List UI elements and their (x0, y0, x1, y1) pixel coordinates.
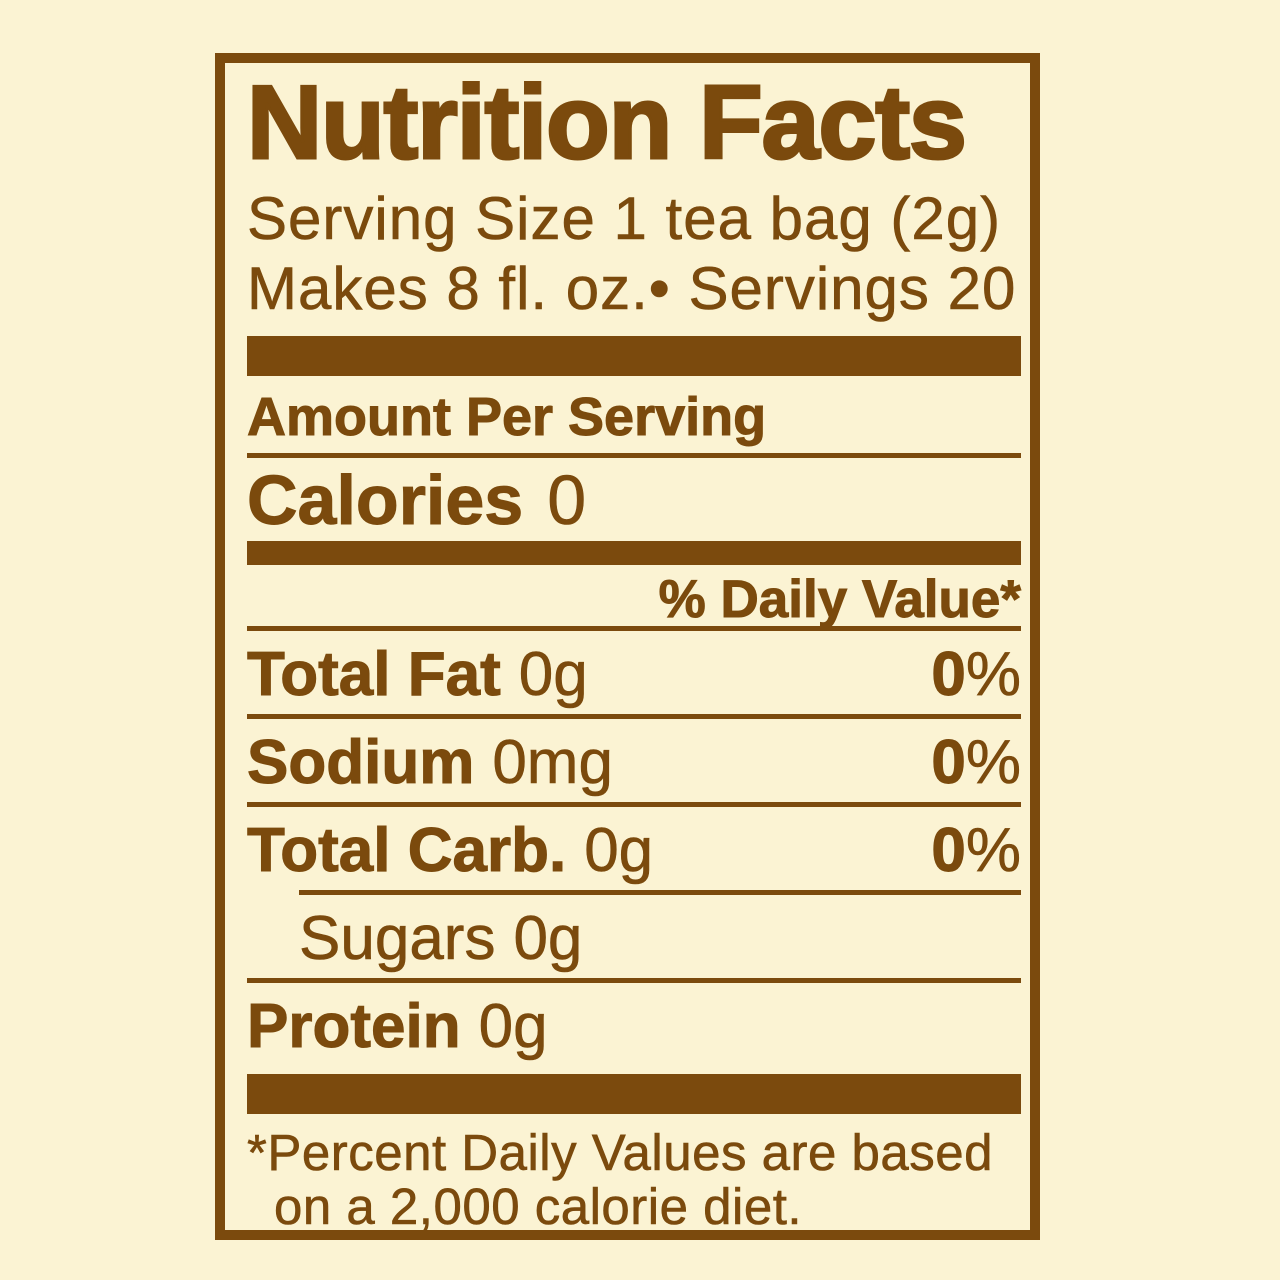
calories-label: Calories (246, 461, 524, 539)
separator-bar-top (247, 336, 1021, 376)
daily-value-number: 0 (931, 728, 966, 797)
percent-sign: % (965, 640, 1022, 709)
nutrient-row-total-carb: Total Carb. 0g 0% (246, 807, 1021, 890)
separator-rule (247, 978, 1021, 983)
nutrient-row-sodium: Sodium 0mg 0% (246, 719, 1021, 802)
footnote-line-1: *Percent Daily Values are based (247, 1124, 993, 1181)
amount-per-serving-heading: Amount Per Serving (247, 387, 767, 447)
serving-size-line: Serving Size 1 tea bag (2g) (247, 185, 1002, 253)
separator-rule (247, 626, 1021, 631)
daily-value-cell: 0% (931, 643, 1021, 706)
nutrient-name: Protein (247, 992, 462, 1061)
nutrient-name: Total Carb. (246, 816, 567, 885)
nutrient-cell: Total Carb. 0g (246, 819, 653, 882)
nutrient-name: Sugars (299, 904, 496, 973)
nutrient-row-total-fat: Total Fat 0g 0% (247, 631, 1022, 714)
nutrient-amount: 0g (478, 992, 548, 1061)
daily-value-header: % Daily Value* (658, 570, 1021, 629)
separator-rule (247, 714, 1021, 719)
daily-value-number: 0 (931, 640, 966, 709)
percent-sign: % (965, 728, 1022, 797)
nutrient-cell: Protein 0g (247, 995, 548, 1058)
nutrient-row-protein: Protein 0g (247, 983, 1021, 1066)
separator-bar-bottom (247, 1074, 1021, 1114)
separator-rule-indented (299, 890, 1021, 895)
nutrient-amount: 0mg (492, 728, 613, 797)
nutrient-row-sugars: Sugars 0g (247, 895, 1021, 978)
label-title: Nutrition Facts (246, 65, 969, 181)
footnote: *Percent Daily Values are based on a 2,0… (247, 1124, 1021, 1235)
nutrient-amount: 0g (584, 816, 654, 885)
separator-rule (247, 453, 1021, 458)
separator-bar-mid (247, 541, 1021, 565)
nutrition-facts-label: Nutrition Facts Serving Size 1 tea bag (… (215, 53, 1040, 1240)
servings-line: Makes 8 fl. oz.• Servings 20 (247, 255, 1017, 323)
footnote-line-2: on a 2,000 calorie diet. (274, 1178, 803, 1235)
daily-value-cell: 0% (931, 731, 1021, 794)
nutrient-cell: Sugars 0g (299, 907, 583, 970)
daily-value-number: 0 (931, 816, 966, 885)
nutrient-amount: 0g (513, 904, 583, 973)
nutrient-cell: Total Fat 0g (247, 643, 589, 706)
daily-value-cell: 0% (931, 819, 1021, 882)
calories-row: Calories 0 (246, 461, 1021, 539)
nutrient-amount: 0g (518, 640, 588, 709)
nutrient-name: Total Fat (247, 640, 502, 709)
percent-sign: % (965, 816, 1022, 885)
separator-rule (247, 802, 1021, 807)
calories-value: 0 (547, 461, 587, 539)
nutrient-cell: Sodium 0mg (246, 731, 613, 794)
nutrient-name: Sodium (246, 728, 475, 797)
